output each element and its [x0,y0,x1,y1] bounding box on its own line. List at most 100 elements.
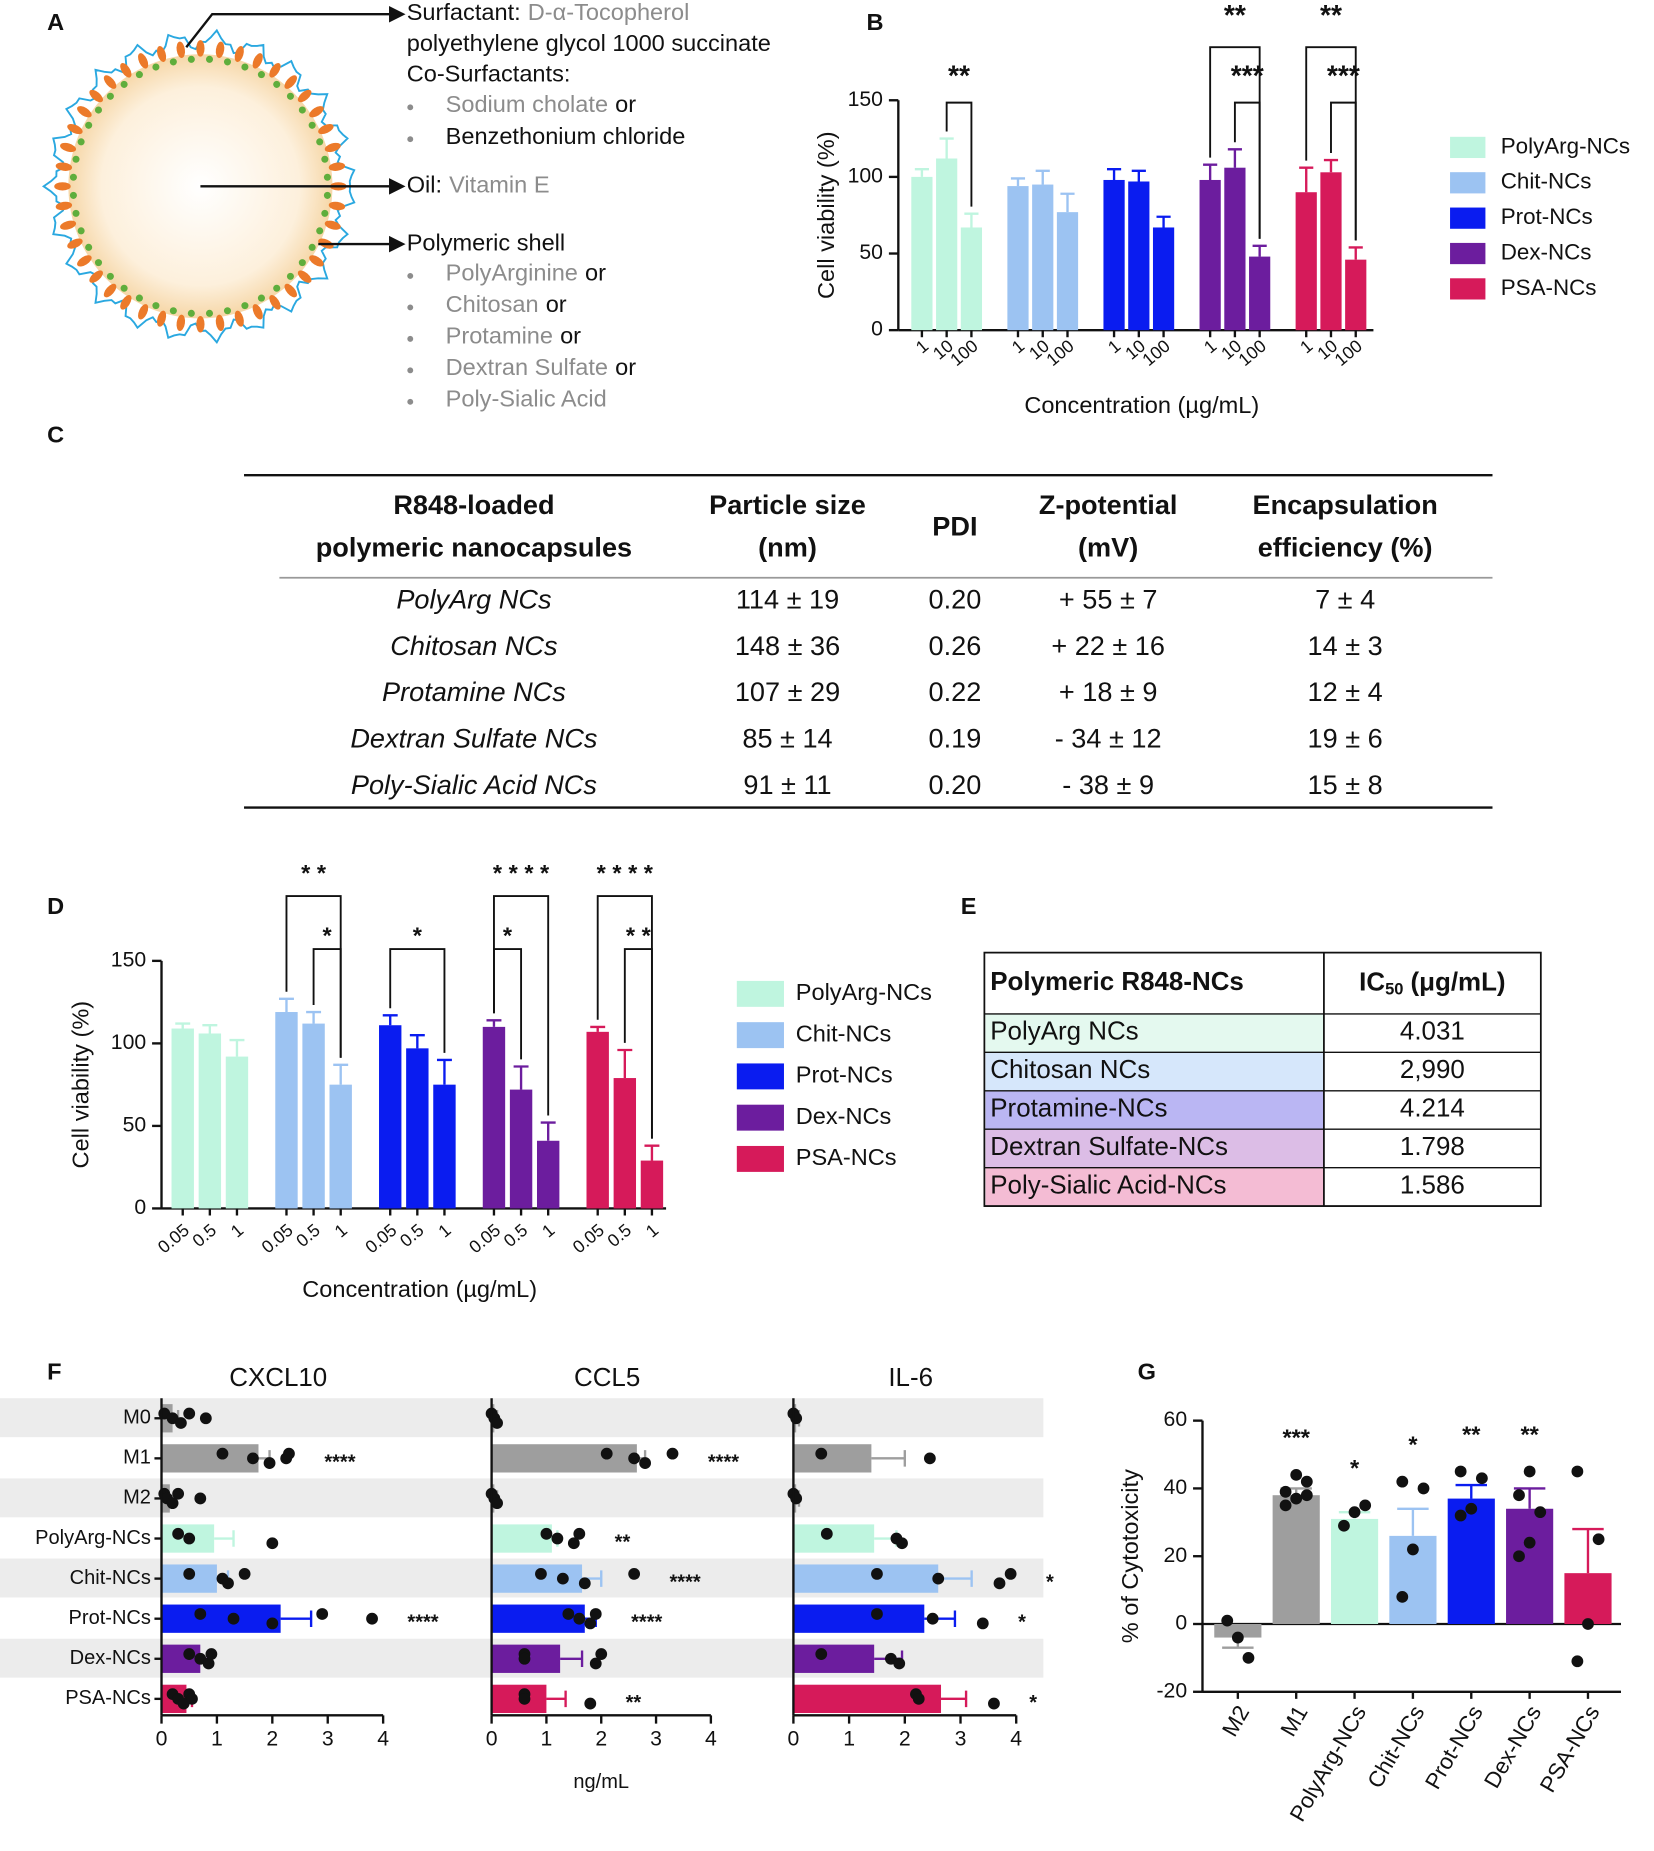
table-header: (nm) [758,532,817,563]
data-point [1571,1655,1584,1668]
surfactant [120,295,132,310]
data-point [175,1417,187,1429]
data-point [790,1492,803,1505]
data-point [595,1648,608,1660]
x-axis-label: ng/mL [573,1771,629,1793]
x-tick-label: Prot-NCs [1420,1701,1488,1793]
legend-swatch [1450,207,1486,229]
legend-label: PSA-NCs [1501,275,1597,300]
data-point [896,1537,908,1550]
significance-label: ** [948,59,970,91]
co-surfactant [323,173,331,181]
surfactant [297,270,312,283]
table-cell: 4.031 [1400,1018,1465,1046]
x-tick-label: 100 [1042,336,1078,370]
y-tick-label: PSA-NCs [65,1687,151,1709]
y-tick-label: M1 [123,1447,151,1469]
significance-label: ** [1520,1421,1539,1447]
y-tick-label: 0 [1175,1612,1187,1635]
bar [161,1444,259,1473]
co-surfactant [85,243,93,251]
data-point [1582,1618,1594,1630]
table-cell: 1.586 [1400,1171,1465,1199]
legend-swatch [736,1145,784,1172]
data-point [491,1417,503,1429]
surfactant [176,41,186,58]
significance-label: **** [631,1612,662,1634]
surfactant [55,201,73,211]
co-surfactant [286,92,294,100]
significance-label: * [1018,1612,1026,1634]
x-tick-label: 1 [331,1220,351,1242]
heading: Oil: [407,172,442,198]
data-point [280,1452,293,1465]
y-axis-label: Cell viability (%) [68,1001,94,1169]
significance-label: * * * * [597,860,654,886]
bar [302,1023,325,1209]
bar [1128,181,1150,331]
significance-label: ** [626,1692,642,1714]
table-cell: Chitosan NCs [390,630,557,661]
bar [1272,1495,1320,1624]
surfactant [55,162,73,171]
data-point [266,1537,279,1550]
error-bar [939,137,954,159]
data-point [535,1568,547,1580]
error-bar [214,1530,235,1547]
error-bar [871,1450,906,1467]
data-point [183,1532,196,1545]
error-bar [540,1121,556,1141]
table-cell: Dextran Sulfate-NCs [990,1133,1228,1161]
data-point [1231,1631,1244,1644]
legend-label: PolyArg-NCs [1501,133,1630,158]
bar [491,1444,637,1473]
data-point [1417,1482,1430,1495]
oil-text: Oil: Vitamin E [407,172,550,198]
data-point [1396,1590,1409,1603]
significance-label: *** [1282,1425,1310,1451]
significance-bracket [1305,46,1357,241]
data-point [238,1568,251,1580]
bar [275,1012,298,1209]
bar [329,1084,352,1209]
legend-label: Chit-NCs [796,1020,892,1046]
error-bar [486,1019,502,1027]
table-cell: 1.798 [1400,1133,1465,1161]
significance-bracket [493,895,550,1116]
significance-label: * [1046,1572,1054,1594]
data-point [1513,1550,1525,1563]
surfactant [215,41,225,58]
surfactant [89,270,103,283]
data-point [562,1608,575,1620]
data-point [1475,1472,1488,1485]
data-point [912,1692,925,1705]
x-tick-label: 100 [946,336,982,370]
co-surfactant [316,138,324,146]
x-tick-label: 1 [541,1728,553,1751]
table-cell: Chitosan NCs [990,1056,1150,1084]
bar [198,1033,222,1209]
data-point [639,1457,651,1469]
x-tick-label: 2 [899,1728,911,1751]
surfactant [196,40,205,57]
x-tick-label: PSA-NCs [1535,1701,1605,1796]
bar [793,1524,875,1553]
legend-label: Dex-NCs [1501,239,1592,264]
panel-label: A [47,9,64,35]
data-point [1592,1533,1605,1546]
table-cell: - 38 ± 9 [1062,769,1154,800]
legend-label: Dex-NCs [796,1103,892,1129]
data-point [871,1608,883,1620]
data-point [172,1487,185,1500]
x-tick-label: 0.05 [361,1220,400,1258]
data-point [1279,1485,1292,1498]
co-surfactant [72,209,80,217]
surfactant [156,310,167,327]
co-surfactant [72,155,80,163]
data-point [932,1572,945,1585]
table-cell: 4.214 [1400,1094,1465,1122]
data-point [584,1697,597,1710]
y-tick-label: 40 [1164,1476,1188,1499]
y-tick-label: 150 [848,88,883,111]
bar [379,1025,402,1209]
